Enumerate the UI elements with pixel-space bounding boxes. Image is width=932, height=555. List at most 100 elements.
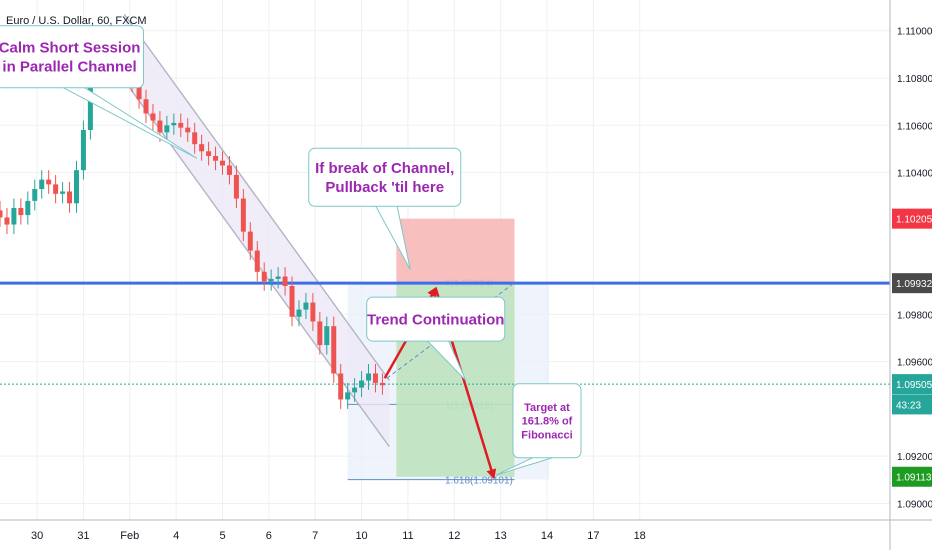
candle-body [372, 373, 378, 383]
time-tick-label: 6 [266, 530, 272, 542]
candle-body [296, 309, 302, 317]
price-tick-label: 1.10600 [897, 121, 932, 132]
callout-text-target: 161.8% of [522, 416, 573, 428]
price-tick-label: 1.10800 [897, 74, 932, 85]
candle-body [136, 82, 142, 100]
candle-body [379, 382, 385, 386]
time-tick-label: 7 [312, 530, 318, 542]
callout-box[interactable] [512, 383, 582, 459]
price-tick-label: 1.09600 [897, 358, 932, 369]
candle-body [213, 156, 219, 161]
price-tick-label: 1.10400 [897, 169, 932, 180]
callout-box[interactable] [308, 147, 462, 207]
channel-upper-line[interactable] [123, 13, 390, 381]
callout-text-calm: Calm Short Session [0, 40, 140, 57]
time-axis[interactable]: 30 31 Feb 4 5 6 7 10 11 12 13 14 17 18 [31, 530, 646, 542]
callout-text-trend: Trend Continuation [367, 311, 504, 328]
callout-text-pullback: If break of Channel, [315, 160, 454, 177]
candle-body [157, 120, 163, 133]
callout-box[interactable] [366, 296, 506, 342]
candle-body [366, 373, 372, 381]
candle-body [220, 160, 225, 166]
price-badge-label: 1.09932 [896, 279, 932, 290]
candle-body [164, 125, 170, 133]
price-badge [892, 394, 932, 415]
candle-body [0, 210, 3, 218]
callout-pointer [374, 204, 411, 270]
candle-body [261, 271, 267, 282]
time-tick-label: 14 [541, 530, 553, 542]
time-tick-label: 10 [355, 530, 367, 542]
candle-body [254, 250, 260, 272]
time-tick-label: 17 [587, 530, 599, 542]
position-tool[interactable] [396, 218, 515, 477]
time-tick-label: 5 [219, 530, 225, 542]
price-badge [892, 466, 932, 487]
candle-body [303, 302, 309, 310]
candle-body [345, 392, 351, 400]
candle-body [46, 179, 52, 185]
candle-body [150, 113, 156, 121]
callout-text-target: Target at [524, 402, 570, 414]
stop-loss-zone[interactable] [396, 218, 515, 284]
price-tick-label: 1.09200 [897, 452, 932, 463]
price-tick-label: 1.11000 [897, 27, 932, 38]
time-tick-label: 11 [402, 530, 413, 542]
callout-pointer [425, 338, 467, 381]
candle-body [185, 127, 191, 133]
candle-body [268, 278, 274, 282]
candle-body [53, 184, 59, 194]
candle-body [331, 326, 337, 374]
price-badge-label: 43:23 [896, 400, 921, 411]
candle-body [192, 132, 198, 145]
price-badge [892, 374, 932, 395]
candle-body [352, 387, 358, 393]
candle-body [39, 179, 45, 190]
price-badge-label: 1.10205 [896, 215, 932, 226]
candle-body [289, 286, 295, 317]
candle-body [67, 191, 73, 204]
price-axis[interactable]: 1.11000 1.10800 1.10600 1.10400 1.09800 1.096… [892, 27, 932, 511]
price-badge [892, 208, 932, 229]
chart-title: Euro / U.S. Dollar, 60, FXCM [6, 15, 147, 27]
candle-body [60, 191, 66, 194]
candle-body [4, 217, 10, 225]
candle-body [317, 321, 323, 346]
candle-body [275, 276, 281, 279]
candle-body [171, 122, 177, 126]
candle-body [206, 151, 212, 156]
candle-body [247, 231, 253, 251]
callout-text-pullback: Pullback 'til here [325, 179, 444, 196]
candle-body [359, 380, 365, 388]
price-badge [892, 273, 932, 294]
fib-level-label: 1.618(1.09101) [445, 476, 513, 487]
channel-fill [124, 14, 390, 447]
callout-text-target: Fibonacci [521, 429, 572, 441]
candle-body [310, 302, 316, 322]
time-tick-label: 31 [77, 530, 89, 542]
candle-body [25, 200, 31, 216]
candle-body [199, 144, 205, 152]
time-tick-label: 13 [495, 530, 507, 542]
price-badge-label: 1.09113 [896, 473, 932, 484]
candle-body [143, 99, 149, 114]
price-badge-label: 1.09505 [896, 380, 932, 391]
callout-pointer [59, 85, 198, 159]
time-tick-label: Feb [120, 530, 139, 542]
time-tick-label: 4 [173, 530, 179, 542]
candle-body [233, 174, 239, 199]
candle-body [73, 170, 79, 204]
time-tick-label: 18 [634, 530, 646, 542]
callout-box[interactable] [0, 25, 145, 89]
time-tick-label: 12 [448, 530, 460, 542]
candle-body [11, 208, 17, 225]
candle-body [282, 276, 288, 286]
candle-body [32, 189, 38, 201]
candle-body [240, 198, 246, 232]
price-tick-label: 1.09800 [897, 310, 932, 321]
candle-body [226, 165, 232, 175]
price-tick-label: 1.09000 [897, 499, 932, 510]
